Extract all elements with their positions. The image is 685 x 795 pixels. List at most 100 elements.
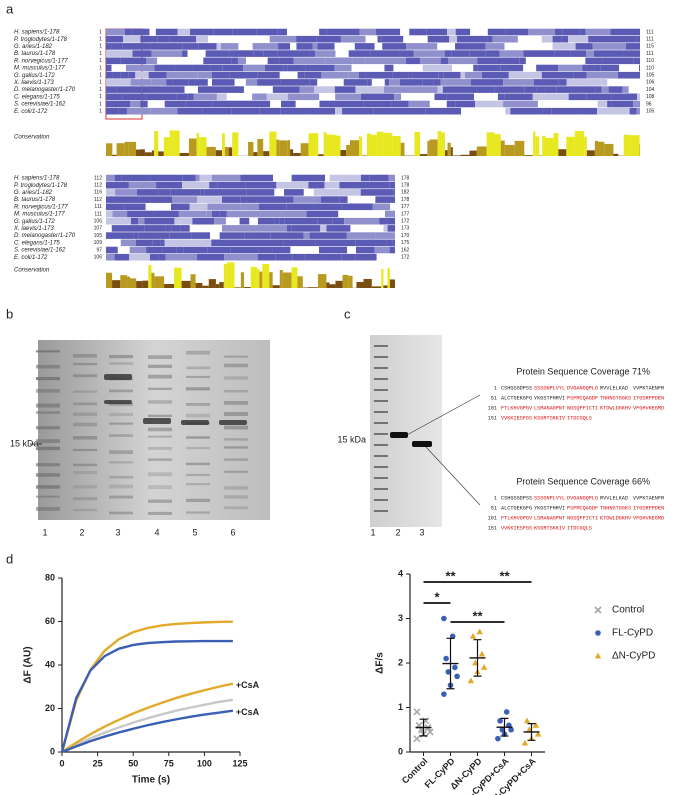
- start-number: 1: [99, 109, 102, 115]
- gel-band: [374, 345, 388, 347]
- residue-block: [399, 50, 414, 57]
- conservation-bar: [224, 146, 229, 156]
- conservation-bar: [447, 142, 451, 156]
- residue-block: [106, 28, 125, 36]
- residue-block: [297, 71, 305, 79]
- conservation-bar: [340, 150, 347, 156]
- gel-band: [109, 484, 133, 489]
- residue-block: [283, 239, 316, 247]
- residue-block: [601, 86, 609, 93]
- legend-label: ΔN-CyPD: [612, 651, 655, 662]
- conservation-bar: [460, 154, 470, 156]
- gel-band: [73, 496, 97, 501]
- gel-band: [109, 389, 133, 393]
- residue-block: [527, 28, 555, 36]
- residue-block: [552, 35, 562, 43]
- end-number: 175: [401, 240, 410, 246]
- gel-band-strong: [390, 432, 408, 438]
- residue-block: [585, 79, 608, 86]
- residue-block: [106, 239, 121, 247]
- residue-block: [305, 64, 328, 72]
- gel-band: [374, 378, 388, 380]
- residue-block: [179, 217, 193, 225]
- gel-band: [374, 499, 388, 501]
- conservation-bar: [476, 146, 487, 156]
- gel-band: [36, 495, 60, 498]
- gel-band: [374, 400, 388, 402]
- x-tick-label: 0: [59, 758, 64, 768]
- conservation-bar: [151, 150, 155, 156]
- residue-block: [129, 253, 150, 261]
- conservation-bar: [282, 272, 292, 288]
- residue-block: [365, 35, 378, 43]
- residue-block: [437, 43, 456, 50]
- conservation-bar: [558, 149, 567, 156]
- conservation-bar: [164, 284, 175, 288]
- gel-band: [224, 425, 248, 430]
- seq-chunk: IYGSRFPDEN: [633, 505, 664, 511]
- conservation-bar: [307, 287, 318, 288]
- residue-block: [122, 43, 151, 50]
- residue-block: [324, 181, 340, 189]
- point: [495, 735, 501, 742]
- residue-block: [208, 35, 238, 43]
- x-axis-label: Time (s): [132, 775, 170, 786]
- residue-block: [122, 93, 146, 101]
- residue-block: [592, 43, 626, 50]
- conservation-bar: [144, 152, 152, 156]
- conservation-bar: [202, 285, 209, 288]
- point: [478, 650, 486, 657]
- gel-band: [109, 461, 133, 464]
- residue-block: [622, 86, 629, 93]
- conservation-bar: [594, 140, 599, 156]
- conservation-bar: [188, 138, 197, 156]
- residue-block: [379, 217, 387, 225]
- residue-block: [580, 28, 586, 36]
- residue-block: [133, 232, 139, 239]
- residue-block: [172, 79, 189, 86]
- conservation-bar: [263, 151, 270, 156]
- lane-label: 1: [42, 527, 47, 537]
- residue-block: [317, 79, 344, 86]
- residue-block: [174, 64, 193, 72]
- residue-block: [568, 93, 587, 101]
- seq-chunk: VVPKTAENFR: [633, 385, 664, 391]
- residue-block: [561, 35, 569, 43]
- point: [595, 630, 601, 636]
- species-name: P. troglodytes/1-178: [14, 37, 68, 43]
- gel-band: [186, 511, 210, 514]
- residue-block: [130, 217, 139, 225]
- residue-block: [487, 35, 493, 43]
- residue-block: [639, 64, 640, 72]
- residue-block: [239, 217, 250, 225]
- species-name: S. cerevisiae/1-162: [14, 102, 66, 108]
- conservation-bar: [154, 276, 165, 288]
- residue-block: [114, 174, 122, 182]
- residue-block: [111, 43, 123, 50]
- residue-block: [586, 93, 612, 101]
- residue-block: [325, 57, 353, 65]
- residue-block: [198, 43, 217, 50]
- sig-label: **: [445, 568, 456, 583]
- residue-block: [611, 93, 638, 101]
- conservation-bar: [196, 133, 200, 156]
- residue-block: [248, 100, 271, 108]
- gel-band: [73, 412, 97, 416]
- residue-block: [111, 64, 126, 72]
- seq-chunk: YKGSTFHRVI: [534, 505, 565, 511]
- residue-block: [152, 239, 161, 247]
- conservation-bar: [120, 275, 128, 288]
- residue-block: [331, 239, 356, 247]
- conservation-bar: [450, 147, 453, 156]
- residue-block: [187, 93, 194, 101]
- residue-block: [388, 174, 395, 182]
- start-number: 1: [99, 65, 102, 71]
- seq-chunk: DVGANGQPLG: [567, 385, 598, 391]
- residue-block: [487, 28, 506, 36]
- conservation-bar: [234, 287, 241, 288]
- gel-band: [73, 436, 97, 440]
- residue-block: [510, 107, 544, 115]
- gel-band: [73, 463, 97, 467]
- gel-band: [148, 472, 172, 477]
- seq-chunk: YKGSTFHRVI: [534, 395, 565, 401]
